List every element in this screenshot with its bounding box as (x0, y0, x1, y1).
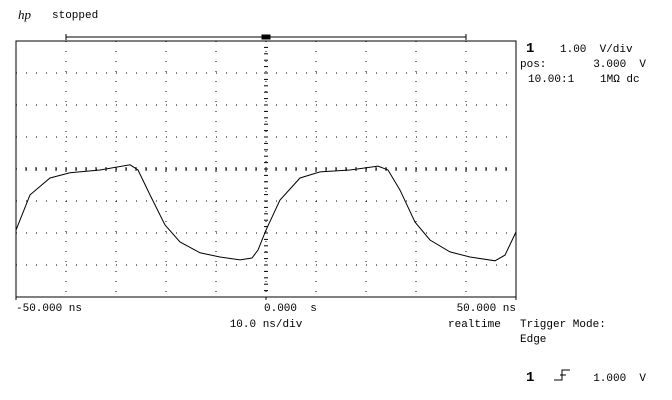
trigger-mode-label: Trigger Mode: (520, 319, 606, 331)
x-tick-label: 50.000 ns (457, 303, 516, 315)
channel-scale: 1.00 V/div (560, 44, 633, 56)
pos-label: pos: (520, 59, 546, 71)
trigger-mode: Edge (520, 334, 546, 346)
acquisition: realtime (448, 319, 501, 331)
probe: 10.00:1 (528, 74, 575, 86)
trigger-channel: 1 (526, 370, 534, 386)
logo: hp (18, 7, 32, 22)
channel-number: 1 (526, 41, 534, 57)
coupling: 1MΩ dc (600, 74, 640, 86)
x-tick-label: -50.000 ns (16, 303, 82, 315)
graticule (15, 40, 517, 298)
status: stopped (52, 10, 98, 22)
x-tick-label: 0.000 s (264, 303, 317, 315)
time-bar (65, 34, 467, 40)
trigger-level: 1.000 V (593, 373, 646, 385)
x-axis-label: 10.0 ns/div (230, 319, 303, 331)
pos-value: 3.000 V (593, 59, 646, 71)
waveform (15, 164, 517, 262)
